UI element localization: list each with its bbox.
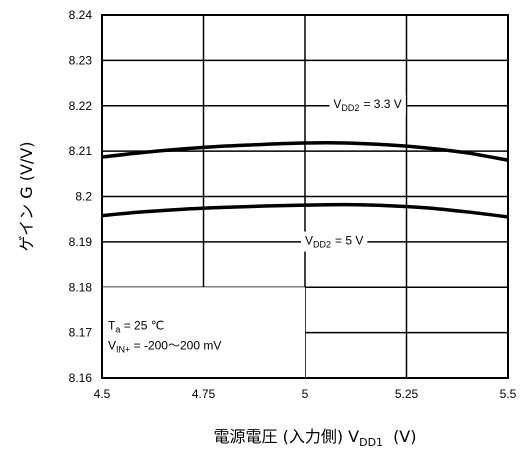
series-line-0	[101, 141, 509, 162]
series-labels: VDD2 = 3.3 V VDD2 = 5 V	[301, 95, 406, 252]
x-tick-label: 4.75	[192, 387, 216, 401]
condition-temperature: Ta = 25 ℃	[108, 318, 164, 334]
conditions-box	[103, 287, 305, 377]
tick-labels: 4.5 4.75 5 5.25 5.5 8.16 8.17 8.18 8.19 8.2 8.21 8.…	[69, 8, 517, 401]
series-label-1: VDD2 = 5 V	[305, 234, 363, 250]
y-tick-label: 8.19	[69, 235, 93, 249]
series-line-1	[101, 202, 509, 219]
series-label-background	[301, 231, 368, 252]
series-label-0: VDD2 = 3.3 V	[333, 97, 401, 113]
y-axis-title: ゲイン G (V/V)	[17, 141, 36, 251]
y-tick-label: 8.17	[69, 326, 93, 340]
y-tick-label: 8.21	[69, 144, 93, 158]
x-tick-label: 5.5	[500, 387, 517, 401]
condition-input-voltage: VIN+ = -200～200 mV	[108, 338, 221, 354]
x-tick-label: 5.25	[395, 387, 419, 401]
series-lines	[101, 141, 509, 219]
y-tick-label: 8.16	[69, 371, 93, 385]
plot-frame	[101, 14, 509, 379]
series-label-background	[329, 95, 406, 116]
x-axis-title: 電源電圧 (入力側) VDD1 (V)	[214, 427, 417, 449]
x-tick-label: 5	[302, 387, 309, 401]
y-tick-label: 8.24	[69, 8, 93, 22]
y-tick-label: 8.23	[69, 53, 93, 67]
y-tick-label: 8.2	[75, 190, 92, 204]
x-tick-label: 4.5	[94, 387, 111, 401]
y-tick-label: 8.18	[69, 280, 93, 294]
y-tick-label: 8.22	[69, 99, 93, 113]
